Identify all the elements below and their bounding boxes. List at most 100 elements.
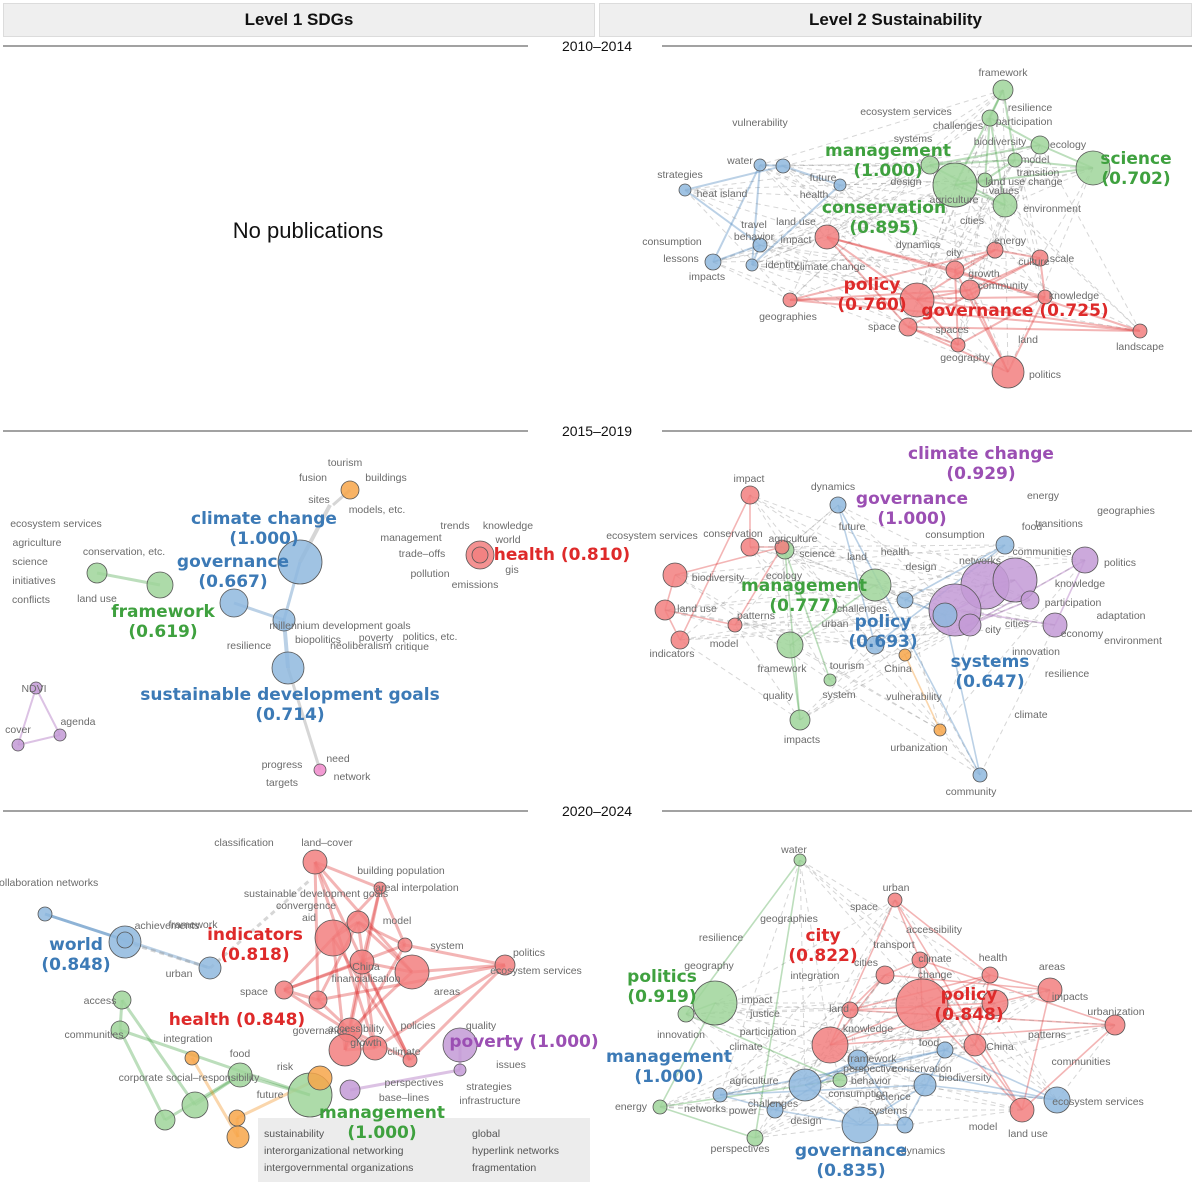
network-edge — [804, 1002, 996, 1086]
node-label: future — [839, 521, 866, 533]
node-label: behavior — [851, 1075, 892, 1087]
cluster-score: (0.848) — [934, 1005, 1003, 1025]
node-label: adaptation — [1096, 610, 1145, 622]
cluster-score: (0.919) — [627, 987, 696, 1007]
network-node — [1037, 289, 1053, 305]
network-edge — [837, 504, 981, 776]
network-node — [811, 1026, 849, 1064]
node-label: energy — [615, 1101, 648, 1113]
network-edge — [799, 859, 921, 961]
node-label: aid — [302, 912, 316, 924]
network-edge — [714, 899, 896, 1004]
cluster-score: (0.929) — [946, 464, 1015, 484]
node-label: communities — [65, 1029, 124, 1041]
node-label: change — [918, 969, 953, 981]
network-node — [977, 172, 993, 188]
node-label: integration — [163, 1033, 212, 1045]
node-label: areal interpolation — [375, 882, 459, 894]
legend-box-item: interorganizational networking — [264, 1145, 404, 1157]
network-edge — [989, 117, 1041, 146]
network-edge — [759, 89, 1004, 246]
period-separator-1: 2010–2014 — [3, 38, 1192, 54]
network-node — [308, 990, 328, 1010]
cluster-label: policy — [941, 985, 998, 1005]
network-edge — [804, 1049, 946, 1086]
network-edge — [904, 544, 1006, 601]
network-edge — [118, 1029, 167, 1121]
cluster-label: indicators — [207, 925, 303, 945]
node-label: vulnerability — [886, 691, 942, 703]
cluster-label: politics — [627, 967, 697, 987]
node-label: science — [12, 556, 48, 568]
network-edge — [904, 599, 941, 731]
network-edge — [894, 899, 1058, 1101]
network-edge — [749, 494, 956, 611]
node-label: ecosystem services — [1052, 1096, 1144, 1108]
network-edge — [719, 1084, 926, 1096]
network-node — [740, 485, 760, 505]
node-label: cities — [854, 957, 878, 969]
network-edge — [664, 609, 791, 646]
network-edge — [1002, 89, 1016, 161]
node-label: accessibility — [328, 1023, 385, 1035]
cluster-label: health (0.810) — [494, 545, 630, 565]
network-node — [1020, 590, 1040, 610]
cluster-score: (1.000) — [347, 1123, 416, 1143]
period-separator-2: 2015–2019 — [3, 423, 1192, 439]
node-label: participation — [996, 116, 1053, 128]
network-edge — [789, 299, 1141, 332]
network-edge — [749, 546, 941, 731]
node-label: geographies — [759, 311, 817, 323]
node-label: model — [969, 1121, 998, 1133]
node-label: spaces — [935, 324, 968, 336]
node-label: land — [1018, 334, 1038, 346]
network-edge — [719, 974, 886, 1096]
node-label: consumption — [925, 529, 985, 541]
network-edge — [684, 189, 828, 238]
network-edge — [685, 1013, 906, 1126]
network-edge — [789, 164, 931, 301]
network-edge — [719, 1094, 776, 1111]
network-node — [670, 630, 690, 650]
network-edge — [989, 117, 1046, 298]
network-edge — [924, 974, 991, 1086]
network-edge — [719, 899, 896, 1096]
network-edge — [684, 189, 761, 246]
network-node — [112, 990, 132, 1010]
node-label: convergence — [276, 900, 336, 912]
node-label: health — [800, 189, 829, 201]
network-edge — [784, 504, 839, 551]
period-label: 2020–2024 — [562, 803, 632, 819]
legend-box — [258, 1118, 590, 1182]
node-label: patterns — [1028, 1029, 1066, 1041]
node-label: food — [230, 1048, 251, 1060]
network-node — [704, 253, 722, 271]
node-label: science — [875, 1091, 911, 1103]
network-node — [911, 951, 929, 969]
network-node — [896, 1116, 914, 1134]
node-label: conservation — [892, 1063, 952, 1075]
network-edge — [1021, 989, 1051, 1111]
node-label: power — [729, 1105, 758, 1117]
network-node — [274, 980, 294, 1000]
network-edge — [874, 584, 981, 776]
node-label: land use — [1008, 1128, 1048, 1140]
node-label: financialisation — [332, 973, 401, 985]
network-edge — [712, 164, 761, 263]
cluster-label: governance — [177, 552, 289, 572]
node-label: need — [326, 753, 350, 765]
network-edge — [759, 244, 909, 328]
network-edge — [360, 887, 382, 963]
node-label: networks — [959, 555, 1001, 567]
node-label: poverty — [359, 632, 394, 644]
period-label: 2015–2019 — [562, 423, 632, 439]
network-node — [788, 1068, 822, 1102]
node-label: cities — [1005, 618, 1029, 630]
network-node — [775, 158, 791, 174]
network-edge — [714, 1002, 946, 1051]
node-label: resilience — [227, 640, 272, 652]
node-label: model — [710, 638, 739, 650]
network-edge — [659, 1004, 923, 1108]
network-edge — [751, 249, 996, 266]
node-label: ecosystem services — [860, 106, 952, 118]
